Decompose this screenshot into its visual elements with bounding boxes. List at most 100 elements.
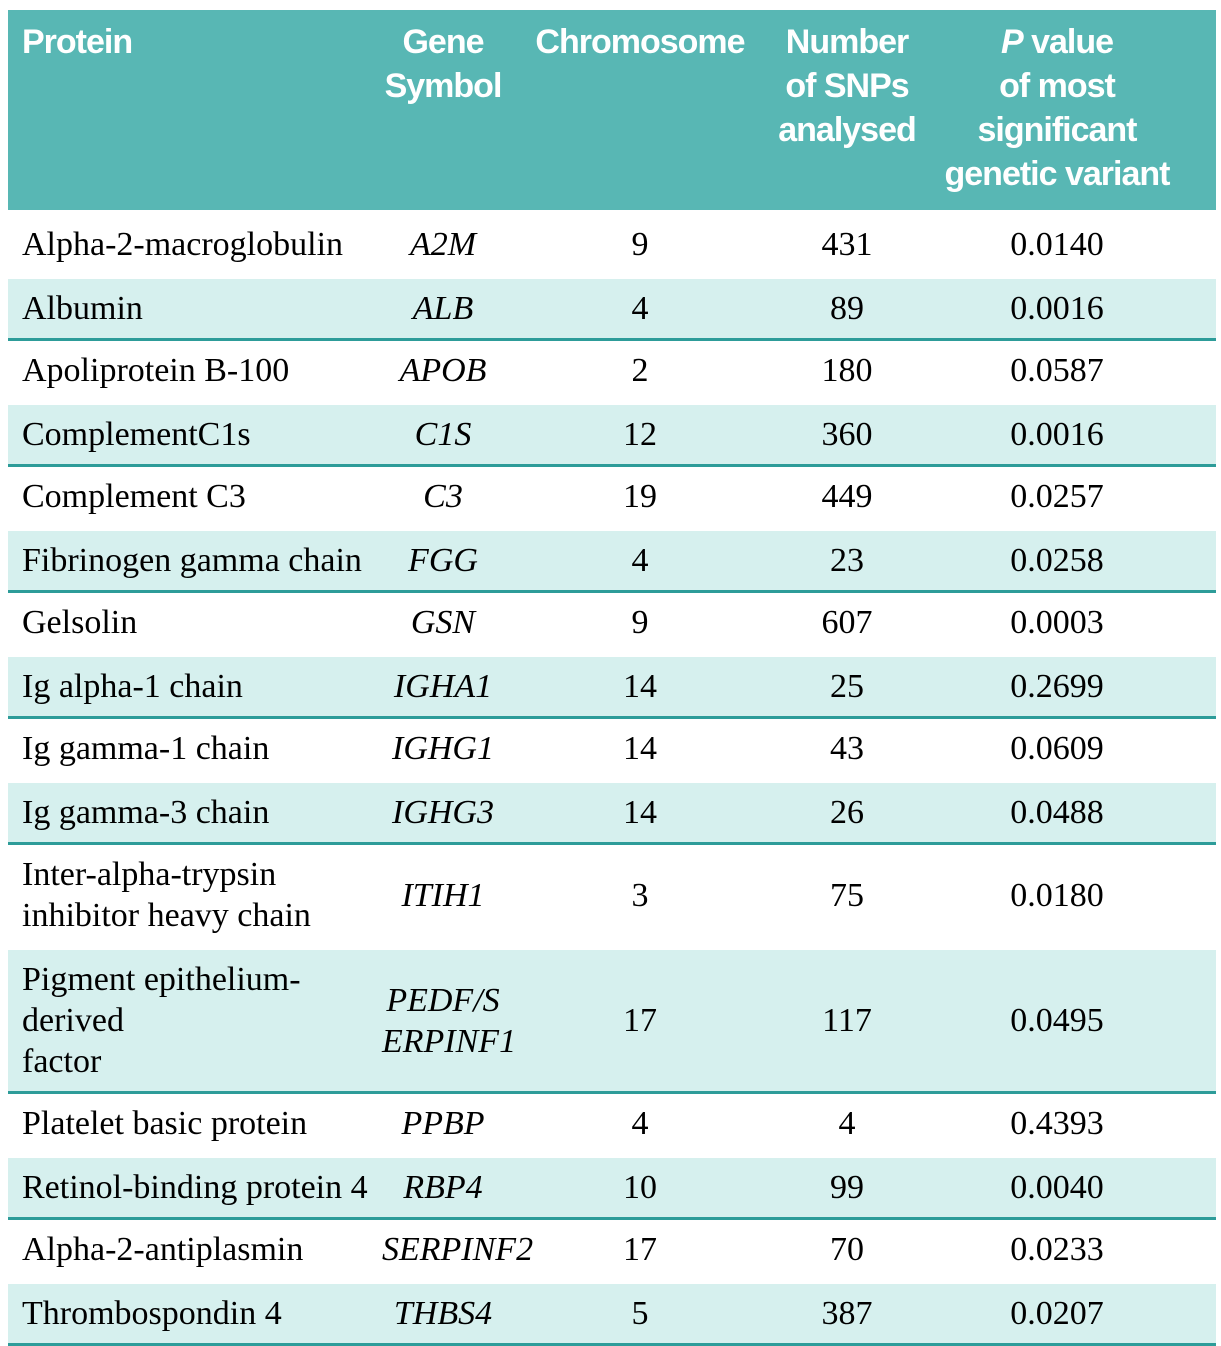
gene-symbol-cell: C1S bbox=[378, 400, 508, 467]
gene-symbol-cell: A2M bbox=[378, 210, 508, 277]
pvalue-cell: 0.0258 bbox=[922, 526, 1216, 593]
table-row: Alpha-2-macroglobulin A2M 9 431 0.0140 bbox=[8, 210, 1216, 277]
pvalue-cell: 0.0016 bbox=[922, 274, 1216, 341]
snps-cell: 4 bbox=[772, 1092, 922, 1156]
gene-symbol-cell: ITIH1 bbox=[378, 843, 508, 948]
pvalue-cell: 0.2699 bbox=[922, 652, 1216, 719]
protein-cell: Ig gamma-1 chain bbox=[8, 717, 378, 781]
protein-cell: Ig alpha-1 chain bbox=[8, 652, 378, 719]
gene-symbol-cell: APOB bbox=[378, 339, 508, 403]
header-gene-symbol-label: Gene Symbol bbox=[384, 23, 503, 105]
snps-cell: 26 bbox=[772, 778, 922, 845]
protein-cell: Retinol-binding protein 4 bbox=[8, 1153, 378, 1220]
table-row: Apoliprotein B-100 APOB 2 180 0.0587 bbox=[8, 339, 1216, 403]
protein-snp-table: Protein Gene Symbol Chromosome Number of… bbox=[8, 10, 1216, 1346]
chromosome-cell: 2 bbox=[508, 339, 772, 403]
header-chromosome: Chromosome bbox=[508, 10, 772, 210]
chromosome-cell: 5 bbox=[508, 1279, 772, 1346]
chromosome-cell: 9 bbox=[508, 591, 772, 655]
chromosome-cell: 19 bbox=[508, 465, 772, 529]
protein-cell: ComplementC1s bbox=[8, 400, 378, 467]
pvalue-cell: 0.0140 bbox=[922, 210, 1216, 277]
snps-cell: 180 bbox=[772, 339, 922, 403]
table-figure: Protein Gene Symbol Chromosome Number of… bbox=[8, 10, 1216, 1346]
chromosome-cell: 17 bbox=[508, 1218, 772, 1282]
protein-cell: Complement C3 bbox=[8, 465, 378, 529]
protein-cell: Pigment epithelium-derived factor bbox=[8, 945, 378, 1094]
chromosome-cell: 4 bbox=[508, 274, 772, 341]
chromosome-cell: 12 bbox=[508, 400, 772, 467]
header-chromosome-label: Chromosome bbox=[535, 23, 745, 61]
table-row: Albumin ALB 4 89 0.0016 bbox=[8, 274, 1216, 341]
protein-cell: Gelsolin bbox=[8, 591, 378, 655]
table-row: ComplementC1s C1S 12 360 0.0016 bbox=[8, 400, 1216, 467]
protein-cell: Ig gamma-3 chain bbox=[8, 778, 378, 845]
pvalue-cell: 0.4393 bbox=[922, 1092, 1216, 1156]
protein-cell: Fibrinogen gamma chain bbox=[8, 526, 378, 593]
pvalue-cell: 0.0040 bbox=[922, 1153, 1216, 1220]
table-row: Alpha-2-antiplasmin SERPINF2 17 70 0.023… bbox=[8, 1218, 1216, 1282]
chromosome-cell: 17 bbox=[508, 945, 772, 1094]
snps-cell: 43 bbox=[772, 717, 922, 781]
chromosome-cell: 9 bbox=[508, 210, 772, 277]
gene-symbol-cell: FGG bbox=[378, 526, 508, 593]
chromosome-cell: 4 bbox=[508, 1092, 772, 1156]
header-gene-symbol: Gene Symbol bbox=[378, 10, 508, 210]
header-p-value-label: P value of most significant genetic vari… bbox=[944, 23, 1171, 193]
gene-symbol-cell: IGHG1 bbox=[378, 717, 508, 781]
snps-cell: 449 bbox=[772, 465, 922, 529]
gene-symbol-cell: ALB bbox=[378, 274, 508, 341]
pvalue-cell: 0.0257 bbox=[922, 465, 1216, 529]
protein-cell: Alpha-2-antiplasmin bbox=[8, 1218, 378, 1282]
pvalue-cell: 0.0180 bbox=[922, 843, 1216, 948]
header-row: Protein Gene Symbol Chromosome Number of… bbox=[8, 10, 1216, 210]
pvalue-cell: 0.0495 bbox=[922, 945, 1216, 1094]
table-row: Ig gamma-1 chain IGHG1 14 43 0.0609 bbox=[8, 717, 1216, 781]
protein-cell: Alpha-2-macroglobulin bbox=[8, 210, 378, 277]
table-row: Platelet basic protein PPBP 4 4 0.4393 bbox=[8, 1092, 1216, 1156]
snps-cell: 360 bbox=[772, 400, 922, 467]
chromosome-cell: 14 bbox=[508, 778, 772, 845]
header-p-italic: P bbox=[1000, 23, 1024, 61]
table-row: Pigment epithelium-derived factor PEDF/S… bbox=[8, 945, 1216, 1094]
gene-symbol-cell: GSN bbox=[378, 591, 508, 655]
table-row: Ig gamma-3 chain IGHG3 14 26 0.0488 bbox=[8, 778, 1216, 845]
chromosome-cell: 14 bbox=[508, 652, 772, 719]
header-snps-analysed-label: Number of SNPs analysed bbox=[778, 23, 917, 149]
snps-cell: 99 bbox=[772, 1153, 922, 1220]
gene-symbol-cell: PPBP bbox=[378, 1092, 508, 1156]
chromosome-cell: 10 bbox=[508, 1153, 772, 1220]
header-protein: Protein bbox=[8, 10, 378, 210]
protein-cell: Platelet basic protein bbox=[8, 1092, 378, 1156]
pvalue-cell: 0.0207 bbox=[922, 1279, 1216, 1346]
table-row: Ig alpha-1 chain IGHA1 14 25 0.2699 bbox=[8, 652, 1216, 719]
table-row: Thrombospondin 4 THBS4 5 387 0.0207 bbox=[8, 1279, 1216, 1346]
snps-cell: 607 bbox=[772, 591, 922, 655]
pvalue-cell: 0.0016 bbox=[922, 400, 1216, 467]
snps-cell: 23 bbox=[772, 526, 922, 593]
gene-symbol-cell: RBP4 bbox=[378, 1153, 508, 1220]
snps-cell: 70 bbox=[772, 1218, 922, 1282]
table-row: Complement C3 C3 19 449 0.0257 bbox=[8, 465, 1216, 529]
snps-cell: 75 bbox=[772, 843, 922, 948]
pvalue-cell: 0.0003 bbox=[922, 591, 1216, 655]
chromosome-cell: 3 bbox=[508, 843, 772, 948]
pvalue-cell: 0.0488 bbox=[922, 778, 1216, 845]
protein-cell: Albumin bbox=[8, 274, 378, 341]
snps-cell: 25 bbox=[772, 652, 922, 719]
pvalue-cell: 0.0609 bbox=[922, 717, 1216, 781]
gene-symbol-cell: C3 bbox=[378, 465, 508, 529]
header-p-value: P value of most significant genetic vari… bbox=[922, 10, 1216, 210]
snps-cell: 431 bbox=[772, 210, 922, 277]
gene-symbol-cell: IGHG3 bbox=[378, 778, 508, 845]
pvalue-cell: 0.0587 bbox=[922, 339, 1216, 403]
table-row: Gelsolin GSN 9 607 0.0003 bbox=[8, 591, 1216, 655]
header-p-rest: value of most significant genetic varian… bbox=[944, 23, 1171, 193]
table-row: Inter-alpha-trypsin inhibitor heavy chai… bbox=[8, 843, 1216, 948]
gene-symbol-cell: THBS4 bbox=[378, 1279, 508, 1346]
table-body: Alpha-2-macroglobulin A2M 9 431 0.0140 A… bbox=[8, 210, 1216, 1346]
table-row: Retinol-binding protein 4 RBP4 10 99 0.0… bbox=[8, 1153, 1216, 1220]
gene-symbol-cell: PEDF/S ERPINF1 bbox=[378, 945, 516, 1094]
chromosome-cell: 14 bbox=[508, 717, 772, 781]
protein-cell: Thrombospondin 4 bbox=[8, 1279, 378, 1346]
